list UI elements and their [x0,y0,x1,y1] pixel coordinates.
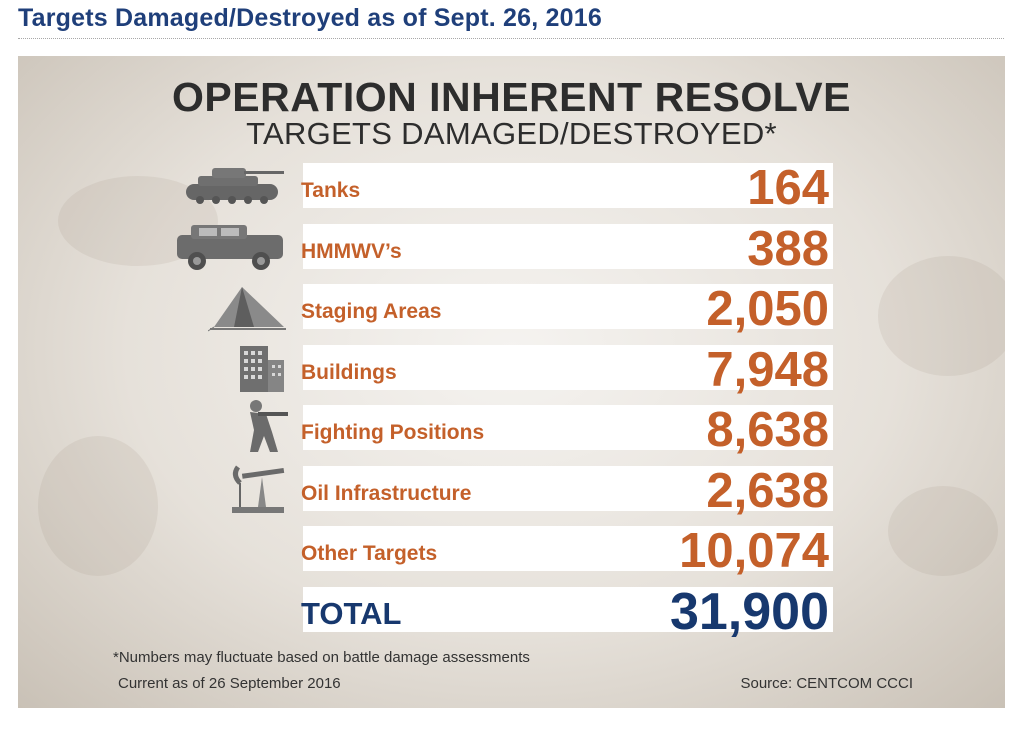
soldier-icon [244,398,288,459]
row-value: 10,074 [679,524,829,578]
texture-blotch [38,436,158,576]
row-band [303,284,833,329]
row-label: Oil Infrastructure [301,481,472,505]
row-value: 164 [747,161,829,215]
texture-blotch [878,256,1005,376]
row-label: HMMWV’s [301,239,402,263]
row-band [303,223,833,269]
page-title: Targets Damaged/Destroyed as of Sept. 26… [18,4,602,32]
title-divider [18,38,1004,39]
row-value: 2,050 [706,282,829,336]
row-band [303,526,833,571]
infographic-subheading: TARGETS DAMAGED/DESTROYED* [246,116,777,151]
total-band [303,586,833,632]
row-band [303,465,833,511]
row-value: 7,948 [706,342,829,397]
source-credit: Source: CENTCOM CCCI [740,675,913,692]
row-band [303,405,833,450]
row-band [303,163,833,208]
oil-pump-icon [228,459,288,520]
row-value: 8,638 [706,403,829,457]
row-value: 2,638 [706,463,829,518]
total-label: TOTAL [301,595,402,631]
row-label: Staging Areas [301,300,442,323]
footnote: *Numbers may fluctuate based on battle d… [113,649,530,666]
infographic: OPERATION INHERENT RESOLVE TARGETS DAMAG… [18,56,1005,708]
row-label: Other Targets [301,542,438,565]
total-value: 31,900 [669,582,829,641]
infographic-heading: OPERATION INHERENT RESOLVE [172,74,851,120]
row-label: Buildings [301,360,397,384]
tent-icon [207,281,288,338]
row-band [303,344,833,390]
row-label: Fighting Positions [301,421,485,444]
building-icon [236,342,288,399]
tank-icon [178,160,288,217]
row-value: 388 [747,221,829,276]
humvee-icon [173,221,288,278]
current-as-of: Current as of 26 September 2016 [118,675,341,692]
row-label: Tanks [301,179,361,202]
texture-blotch [888,486,998,576]
